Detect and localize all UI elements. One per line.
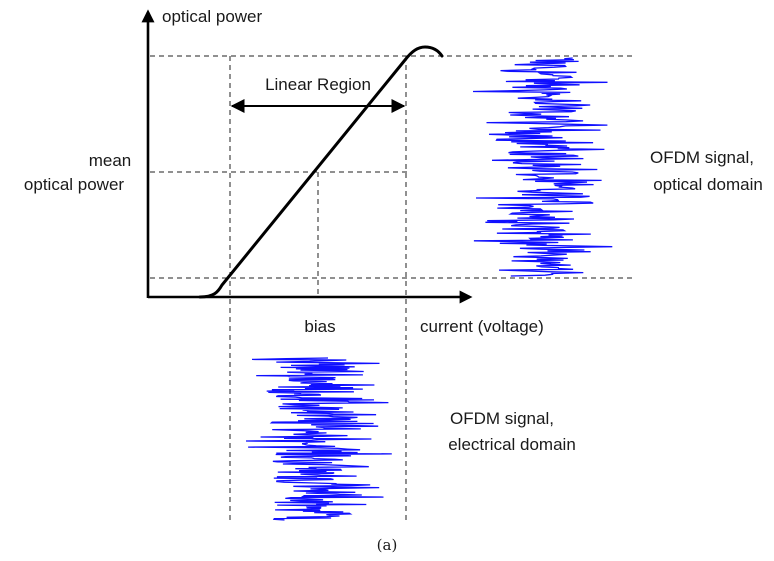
figure-caption: (a) (377, 536, 398, 554)
electrical-signal-label-line1: OFDM signal, (450, 409, 554, 428)
transfer-curve (198, 45, 444, 299)
optical-signal-label-line2: optical domain (653, 175, 763, 194)
bias-label: bias (304, 317, 335, 336)
electrical-signal-trace (245, 357, 392, 521)
guide-lines (150, 55, 632, 520)
optical-signal-label-line1: OFDM signal, (650, 148, 754, 167)
mean-label-line1: mean (89, 151, 132, 170)
axes (141, 9, 473, 304)
mean-label-line2: optical power (24, 175, 125, 194)
electrical-signal-label-line2: electrical domain (448, 435, 576, 454)
optical-ofdm-signal (472, 57, 613, 277)
y-axis-label: optical power (162, 7, 263, 26)
optical-signal-trace (472, 57, 613, 277)
electrical-ofdm-signal (245, 357, 392, 521)
x-axis-label: current (voltage) (420, 317, 544, 336)
linear-region-label: Linear Region (265, 75, 371, 94)
